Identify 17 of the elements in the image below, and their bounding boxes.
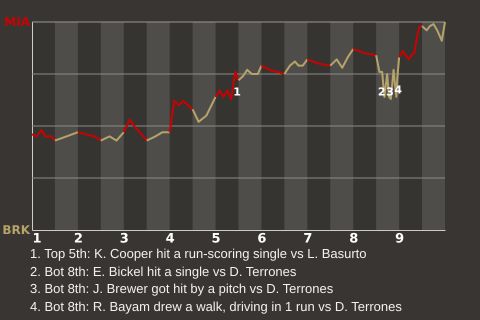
text: MIA <box>4 15 31 29</box>
text: 1. Top 5th: K. Cooper hit a run-scoring single vs L. Basurto <box>30 245 368 262</box>
x-tick-label: 6 <box>257 232 266 246</box>
x-tick-label: 2 <box>74 232 83 246</box>
annotation: 1 <box>233 86 241 99</box>
x-tick-label: 7 <box>303 232 312 246</box>
text: BRK <box>2 223 31 237</box>
annotation: 4 <box>394 84 402 97</box>
x-tick-label: 5 <box>212 232 221 246</box>
x-tick-label: 1 <box>32 232 42 246</box>
x-tick-label: 8 <box>349 232 358 246</box>
x-tick-label: 4 <box>166 232 175 246</box>
text: 2. Bot 8th: E. Bickel hit a single vs D. Terrones <box>30 262 298 280</box>
x-tick-label: 3 <box>120 232 129 246</box>
text: 4. Bot 8th: R. Bayam drew a walk, driving in 1 run vs D. Terrones <box>30 298 402 315</box>
x-tick-label: 9 <box>395 232 404 246</box>
text: 3. Bot 8th: J. Brewer got hit by a pitch vs D. Terrones <box>30 280 334 298</box>
